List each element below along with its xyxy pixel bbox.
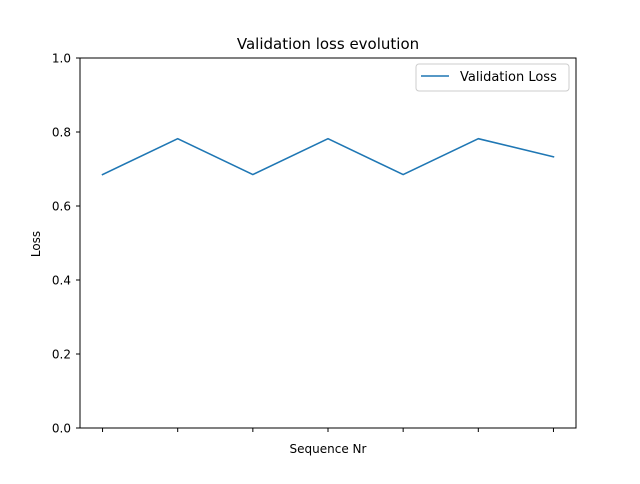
legend-label: Validation Loss	[460, 70, 557, 85]
chart-title: Validation loss evolution	[237, 35, 419, 53]
series-lines	[101, 137, 555, 176]
y-tick-label: 0.4	[52, 274, 71, 288]
y-tick-label: 0.0	[52, 422, 71, 436]
legend-box	[415, 63, 570, 92]
y-tick-label: 0.2	[52, 348, 71, 362]
x-axis-label: Sequence Nr	[290, 442, 367, 456]
y-tick-label: 0.6	[52, 200, 71, 214]
series-line-validation-loss	[101, 137, 555, 176]
legend: Validation Loss	[415, 63, 570, 92]
axis-ticks: 0.0 0.2 0.4 0.6 0.8 1.0	[52, 52, 554, 436]
y-tick-label: 0.8	[52, 126, 71, 140]
plot-frame	[79, 57, 577, 429]
y-tick-label: 1.0	[52, 52, 71, 66]
y-axis-label: Loss	[29, 231, 43, 257]
